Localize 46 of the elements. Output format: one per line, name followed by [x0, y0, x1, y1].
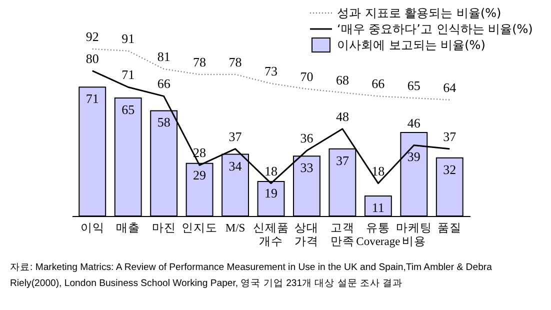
- data-label: 39: [407, 149, 420, 164]
- data-label: 92: [86, 29, 99, 44]
- x-tick-label: 마진: [152, 222, 176, 234]
- data-label: 28: [193, 145, 206, 160]
- data-label: 91: [122, 30, 135, 46]
- data-label: 73: [264, 63, 278, 78]
- data-label: 66: [372, 76, 386, 92]
- data-label: 19: [264, 186, 278, 201]
- data-label: 66: [157, 76, 171, 92]
- legend-label: ‘매우 중요하다’고 인식하는 비율(%): [337, 22, 533, 36]
- data-label: 58: [157, 114, 170, 130]
- data-label: 65: [407, 78, 420, 94]
- data-label: 70: [300, 68, 314, 84]
- data-label: 46: [407, 116, 421, 130]
- x-tick-label: M/S: [225, 222, 246, 234]
- data-label: 33: [300, 160, 314, 176]
- x-tick-label: 상대 가격: [294, 222, 319, 248]
- data-label: 36: [300, 130, 314, 146]
- x-tick-label: 신제품 개수: [253, 222, 289, 248]
- data-label: 65: [122, 102, 135, 118]
- data-label: 37: [228, 128, 242, 144]
- data-label: 48: [336, 108, 349, 124]
- data-label: 71: [86, 91, 99, 106]
- legend-label: 성과 지표로 활용되는 비율(%): [337, 6, 502, 20]
- data-label: 64: [443, 80, 457, 95]
- data-label: 18: [264, 163, 278, 178]
- x-tick-label: 고객 만족: [330, 222, 354, 248]
- text: 자료: Marketing Matrics: A Review of Performance Measurement in Use in the UK and Spain,Tim Ambler & Debra Riely(2000), London Business School Working Paper, 영국 기업 231개 대상 설문 조사 결과: [10, 262, 493, 289]
- legend-label: 이사회에 보고되는 비율(%): [337, 38, 486, 52]
- x-tick-label: 매출: [116, 222, 140, 234]
- data-label: 68: [336, 72, 349, 88]
- data-label: 78: [193, 54, 206, 70]
- data-label: 29: [193, 167, 206, 182]
- data-label: 37: [443, 128, 457, 144]
- data-label: 34: [228, 158, 242, 174]
- x-tick-label: 이익: [80, 222, 104, 234]
- data-label: 78: [228, 54, 242, 70]
- x-tick-label: 인지도: [182, 222, 218, 234]
- data-label: 71: [122, 67, 135, 82]
- data-label: 37: [336, 152, 350, 168]
- data-label: 18: [372, 163, 385, 178]
- data-label: 11: [372, 200, 384, 216]
- x-tick-label: 품질: [438, 222, 462, 234]
- data-label: 81: [157, 48, 170, 64]
- data-label: 32: [443, 162, 456, 177]
- data-label: 80: [86, 50, 99, 66]
